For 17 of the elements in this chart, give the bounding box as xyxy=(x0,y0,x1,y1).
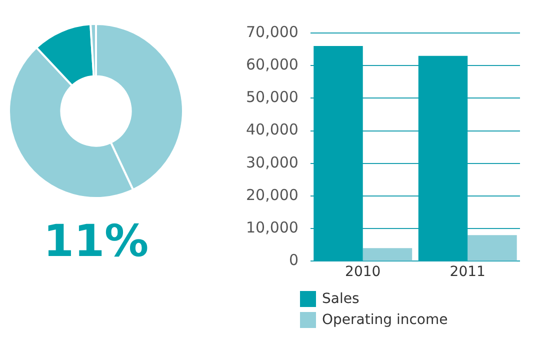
y-tick-label: 0 xyxy=(288,251,298,270)
y-tick-label: 70,000 xyxy=(246,22,298,41)
y-tick-label: 30,000 xyxy=(246,153,298,172)
bar xyxy=(362,248,412,261)
y-tick-label: 40,000 xyxy=(246,120,298,139)
legend-label: Sales xyxy=(321,290,360,308)
bar xyxy=(468,235,517,261)
bar xyxy=(418,56,468,261)
bar xyxy=(314,46,363,261)
y-tick-label: 10,000 xyxy=(246,218,298,236)
y-tick-label: 20,000 xyxy=(246,186,298,204)
y-tick-label: 50,000 xyxy=(246,88,298,106)
text: 11% xyxy=(42,216,150,267)
legend-label: Operating income xyxy=(321,310,449,330)
x-tick-label: 2011 xyxy=(450,264,486,280)
y-tick-label: 60,000 xyxy=(246,55,298,74)
x-tick-label: 2010 xyxy=(345,264,381,280)
